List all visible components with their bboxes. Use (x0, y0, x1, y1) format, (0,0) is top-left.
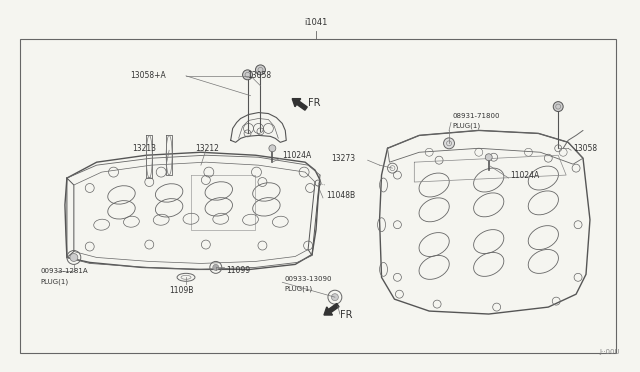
Text: i1041: i1041 (305, 18, 328, 27)
Text: 13058+A: 13058+A (131, 71, 166, 80)
Text: 11024A: 11024A (282, 151, 312, 160)
Text: 11048B: 11048B (326, 192, 355, 201)
Text: 13212: 13212 (195, 144, 219, 153)
Text: PLUG(1): PLUG(1) (284, 286, 312, 292)
Circle shape (553, 102, 563, 112)
Circle shape (444, 138, 454, 149)
Text: 11099: 11099 (227, 266, 251, 275)
FancyArrow shape (292, 99, 307, 110)
Text: 13213: 13213 (132, 144, 156, 153)
Circle shape (485, 154, 492, 161)
Circle shape (213, 264, 219, 270)
Bar (20, 39, 616, 353)
Text: PLUG(1): PLUG(1) (40, 278, 68, 285)
Text: J··00U: J··00U (599, 349, 620, 355)
Circle shape (269, 145, 276, 152)
Circle shape (243, 70, 253, 80)
Text: 13058: 13058 (248, 71, 271, 80)
Text: 13273: 13273 (332, 154, 356, 163)
Text: 00933-13090: 00933-13090 (284, 276, 332, 282)
Text: FR: FR (340, 310, 353, 320)
Text: 00933-1281A: 00933-1281A (40, 268, 88, 275)
Circle shape (332, 294, 339, 301)
Text: 13058: 13058 (573, 144, 597, 153)
FancyArrow shape (324, 304, 339, 315)
Text: 11024A: 11024A (511, 171, 540, 180)
Text: FR: FR (308, 97, 321, 108)
Circle shape (255, 65, 266, 75)
Text: 1109B: 1109B (169, 286, 193, 295)
Circle shape (70, 253, 78, 262)
Text: PLUG(1): PLUG(1) (452, 122, 480, 129)
Text: 08931-71800: 08931-71800 (452, 113, 499, 119)
